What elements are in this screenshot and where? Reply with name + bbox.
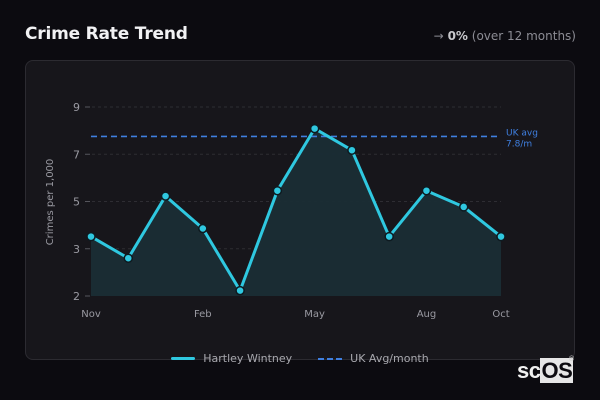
brand-logo: scOS ®: [517, 356, 574, 383]
data-point[interactable]: [235, 285, 245, 296]
y-tick-label: 7: [73, 148, 80, 161]
chart-legend: Hartley Wintney UK Avg/month: [0, 352, 600, 365]
data-point[interactable]: [272, 185, 283, 196]
data-point[interactable]: [421, 185, 432, 196]
x-tick-label: Aug: [417, 309, 437, 320]
series-line: [90, 127, 502, 293]
y-tick-label: 5: [73, 196, 80, 209]
change-summary: → 0% (over 12 months): [434, 29, 576, 43]
x-tick-label: May: [304, 309, 325, 320]
x-tick-label: Oct: [492, 309, 509, 320]
data-point[interactable]: [123, 253, 134, 263]
data-point[interactable]: [160, 191, 171, 201]
change-period: (over 12 months): [471, 29, 576, 43]
x-tick-label: Feb: [194, 309, 212, 320]
data-point[interactable]: [347, 145, 357, 155]
data-point[interactable]: [86, 231, 96, 242]
legend-item-uk-avg[interactable]: UK Avg/month: [318, 352, 429, 365]
data-point[interactable]: [496, 231, 506, 242]
area-fill: [91, 128, 501, 296]
data-point[interactable]: [384, 231, 394, 242]
legend-series-label: Hartley Wintney: [203, 352, 293, 365]
data-point[interactable]: [458, 202, 469, 212]
chart-title: Crime Rate Trend: [25, 24, 188, 44]
change-value: 0%: [447, 29, 468, 43]
x-tick-label: Nov: [81, 309, 101, 320]
y-tick-label: 3: [73, 243, 80, 256]
uk-avg-value: 7.8/m: [506, 139, 532, 149]
uk-avg-annotation: UK avg: [506, 128, 538, 138]
legend-avg-label: UK Avg/month: [350, 352, 429, 365]
trend-arrow-icon: →: [433, 29, 444, 43]
y-axis-title: Crimes per 1,000: [45, 159, 56, 246]
y-tick-label: 9: [73, 101, 80, 114]
y-tick-label: 2: [73, 290, 80, 303]
legend-item-series[interactable]: Hartley Wintney: [171, 352, 292, 365]
solid-line-swatch-icon: [171, 357, 196, 360]
dashed-line-swatch-icon: [318, 357, 343, 360]
data-point[interactable]: [198, 223, 208, 234]
data-point[interactable]: [309, 123, 320, 134]
